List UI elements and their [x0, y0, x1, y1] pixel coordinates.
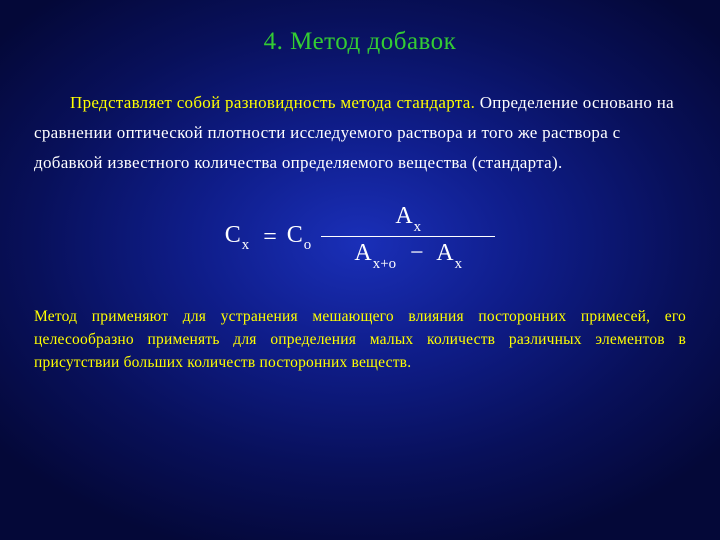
formula-block: Cx = Co Ax Ax+o − Ax: [34, 203, 686, 271]
sub-x2: x: [413, 219, 421, 235]
sub-x3: x: [454, 256, 462, 272]
intro-paragraph: Представляет собой разновидность метода …: [34, 88, 686, 177]
sub-x: x: [241, 237, 249, 253]
sym-C2: C: [287, 222, 303, 248]
sym-minus: −: [402, 240, 432, 266]
sym-C: C: [225, 222, 241, 248]
sym-A2: A: [354, 240, 371, 266]
slide-title: 4. Метод добавок: [34, 28, 686, 56]
sym-eq: =: [257, 224, 283, 251]
formula-lhs: Cx: [225, 222, 257, 253]
formula-fraction: Ax Ax+o − Ax: [321, 203, 495, 271]
usage-paragraph: Метод применяют для устранения мешающего…: [34, 305, 686, 375]
sym-A3: A: [436, 240, 453, 266]
sub-xo: x+o: [372, 256, 396, 272]
formula: Cx = Co Ax Ax+o − Ax: [225, 203, 495, 271]
sym-A: A: [395, 203, 412, 229]
fraction-denominator: Ax+o − Ax: [348, 236, 468, 271]
formula-co: Co: [283, 222, 317, 253]
slide: 4. Метод добавок Представляет собой разн…: [0, 0, 720, 540]
fraction-numerator: Ax: [321, 203, 495, 236]
sub-o: o: [303, 237, 311, 253]
intro-highlight: Представляет собой разновидность метода …: [70, 93, 480, 112]
